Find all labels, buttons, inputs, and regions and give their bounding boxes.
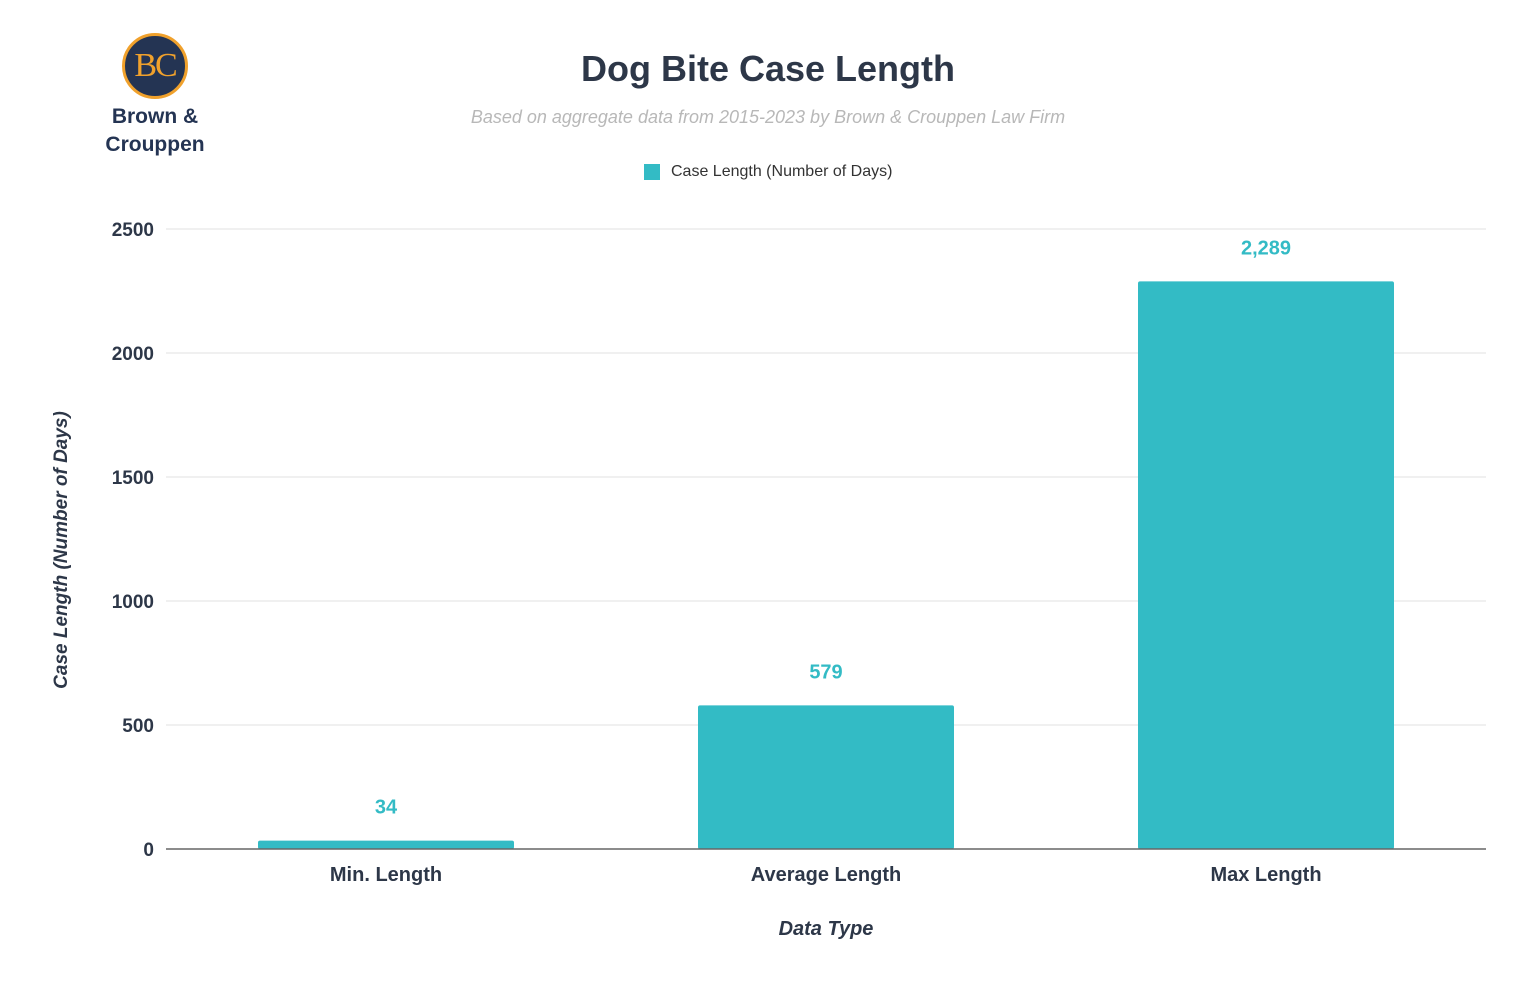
bar <box>698 705 954 849</box>
chart-title: Dog Bite Case Length <box>580 48 956 89</box>
data-label: 2,289 <box>1241 237 1291 259</box>
data-label: 579 <box>809 661 842 683</box>
x-tick-label: Average Length <box>751 864 901 886</box>
bar <box>1138 281 1394 849</box>
y-axis-title: Case Length (Number of Days) <box>51 411 72 689</box>
y-tick-label: 500 <box>122 716 154 737</box>
logo-name-line2: Crouppen <box>105 133 205 156</box>
y-tick-label: 0 <box>143 840 154 861</box>
legend-label: Case Length (Number of Days) <box>671 163 893 180</box>
brown-crouppen-logo: BC Brown & Crouppen <box>100 33 210 155</box>
logo-name-line1: Brown & <box>111 105 199 128</box>
legend: Case Length (Number of Days) <box>644 163 892 181</box>
legend-swatch <box>644 164 660 180</box>
y-tick-label: 1000 <box>112 592 154 613</box>
chart-subtitle: Based on aggregate data from 2015-2023 b… <box>470 107 1066 127</box>
x-tick-label: Max Length <box>1210 864 1321 886</box>
y-tick-label: 2500 <box>112 220 154 241</box>
x-tick-label: Min. Length <box>330 864 442 886</box>
y-tick-label: 1500 <box>112 468 154 489</box>
y-tick-label: 2000 <box>112 344 154 365</box>
x-axis-title: Data Type <box>778 918 874 940</box>
bar <box>258 840 514 849</box>
logo-badge: BC <box>122 33 188 99</box>
data-label: 34 <box>375 797 398 819</box>
